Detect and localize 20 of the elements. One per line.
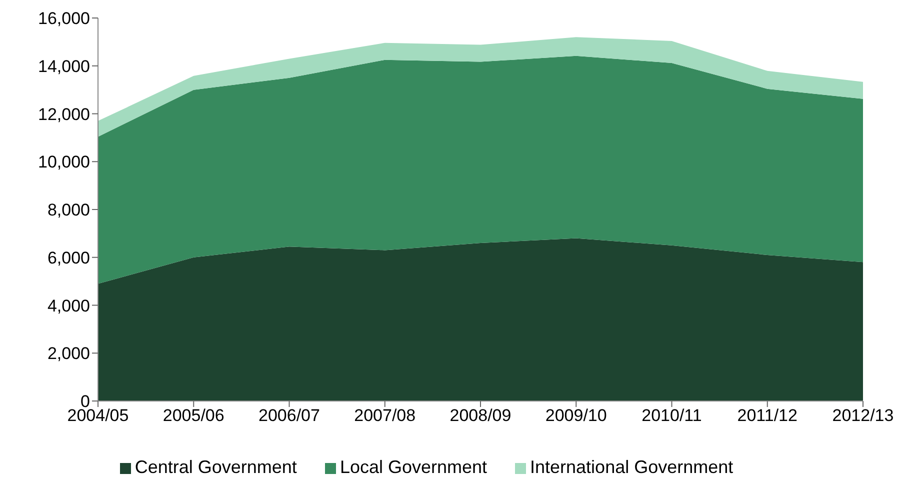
legend-label: Central Government bbox=[134, 457, 297, 477]
y-tick-label: 16,000 bbox=[38, 9, 90, 28]
y-tick-label: 8,000 bbox=[47, 200, 90, 220]
x-tick-label: 2010/11 bbox=[642, 406, 702, 426]
y-tick-label: 2,000 bbox=[47, 344, 90, 364]
y-tick-label: 14,000 bbox=[38, 56, 90, 76]
x-tick-label: 2011/12 bbox=[737, 406, 798, 426]
y-tick-label: 6,000 bbox=[47, 248, 90, 268]
x-tick-label: 2004/05 bbox=[67, 406, 129, 426]
x-tick-label: 2009/10 bbox=[545, 406, 607, 426]
x-tick-label: 2008/09 bbox=[450, 406, 512, 426]
x-tick-label: 2007/08 bbox=[354, 406, 416, 426]
legend-label: Local Government bbox=[340, 457, 488, 477]
y-tick-label: 10,000 bbox=[38, 152, 90, 172]
x-tick-label: 2006/07 bbox=[258, 406, 320, 426]
legend-label: International Government bbox=[530, 457, 734, 477]
y-tick-label: 12,000 bbox=[38, 104, 90, 124]
y-tick-label: 4,000 bbox=[47, 296, 90, 316]
x-tick-label: 2005/06 bbox=[162, 406, 224, 426]
x-tick-label: 2012/13 bbox=[832, 406, 894, 426]
